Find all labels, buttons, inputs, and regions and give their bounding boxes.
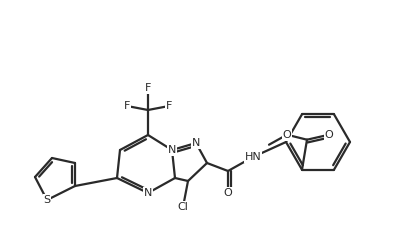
Text: N: N [191,138,200,148]
Text: N: N [167,145,176,155]
Text: O: O [324,130,332,140]
Text: HN: HN [244,152,261,162]
Text: F: F [123,101,130,111]
Text: S: S [43,195,50,205]
Text: O: O [223,188,232,198]
Text: F: F [145,83,151,93]
Text: N: N [143,188,152,198]
Text: Cl: Cl [177,202,188,212]
Text: F: F [166,101,172,111]
Text: O: O [282,130,291,140]
